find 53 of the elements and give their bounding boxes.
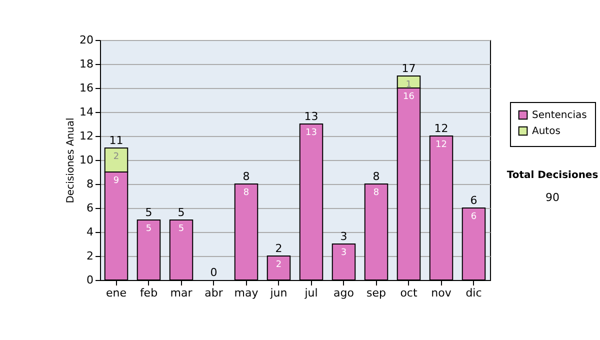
x-tick-label: sep (366, 286, 386, 300)
x-tick-label: oct (400, 286, 418, 300)
x-tick-label: mar (170, 286, 193, 300)
y-tick-label: 16 (80, 82, 94, 94)
data-label: 12 (436, 140, 447, 150)
total-label: 11 (109, 134, 124, 147)
data-label: 16 (403, 92, 415, 102)
x-tick-label: dic (466, 286, 482, 300)
x-tick-label: jul (304, 286, 318, 300)
data-label: 1 (406, 80, 412, 90)
total-label: 3 (340, 230, 348, 243)
data-label: 5 (146, 224, 152, 234)
text: Total Decisiones (506, 170, 600, 181)
data-label: 8 (373, 188, 380, 198)
x-tick-label: may (234, 286, 259, 300)
y-tick-label: 2 (86, 250, 94, 262)
total-label: 13 (304, 110, 318, 123)
total-label: 5 (145, 206, 152, 219)
y-tick-label: 14 (80, 106, 94, 118)
text: 90 (544, 191, 560, 204)
y-tick-label: 20 (80, 34, 94, 46)
data-label: 2 (276, 260, 282, 270)
total-label: 5 (178, 206, 185, 219)
y-tick-label: 4 (86, 226, 94, 238)
total-label: 8 (242, 170, 250, 183)
y-tick-label: 12 (80, 130, 94, 142)
x-tick-label: ago (334, 286, 354, 300)
legend-label: Sentencias (532, 110, 587, 121)
legend-label: Autos (532, 126, 560, 137)
data-label: 3 (340, 248, 347, 258)
y-tick-label: 8 (86, 178, 94, 190)
data-label: 2 (113, 152, 120, 162)
data-label: 5 (178, 224, 184, 234)
data-label: 8 (243, 188, 250, 198)
data-label: 13 (306, 128, 317, 138)
total-label: 17 (402, 62, 416, 75)
total-label: 0 (210, 266, 218, 279)
data-label: 9 (113, 176, 120, 186)
total-label: 12 (434, 122, 448, 135)
total-label: 2 (275, 242, 282, 255)
x-tick-label: ene (106, 286, 127, 300)
x-tick-label: jun (269, 286, 288, 300)
y-tick-label: 0 (86, 274, 94, 286)
y-axis-title: Decisiones Anual (66, 118, 77, 204)
x-tick-label: nov (431, 286, 452, 300)
total-label: 6 (470, 194, 478, 207)
x-tick-label: feb (140, 286, 158, 300)
y-tick-label: 10 (80, 154, 94, 166)
x-tick-label: abr (204, 286, 224, 300)
total-label: 8 (372, 170, 380, 183)
data-label: 6 (470, 212, 477, 222)
y-tick-label: 6 (86, 202, 94, 214)
y-tick-label: 18 (80, 58, 94, 70)
